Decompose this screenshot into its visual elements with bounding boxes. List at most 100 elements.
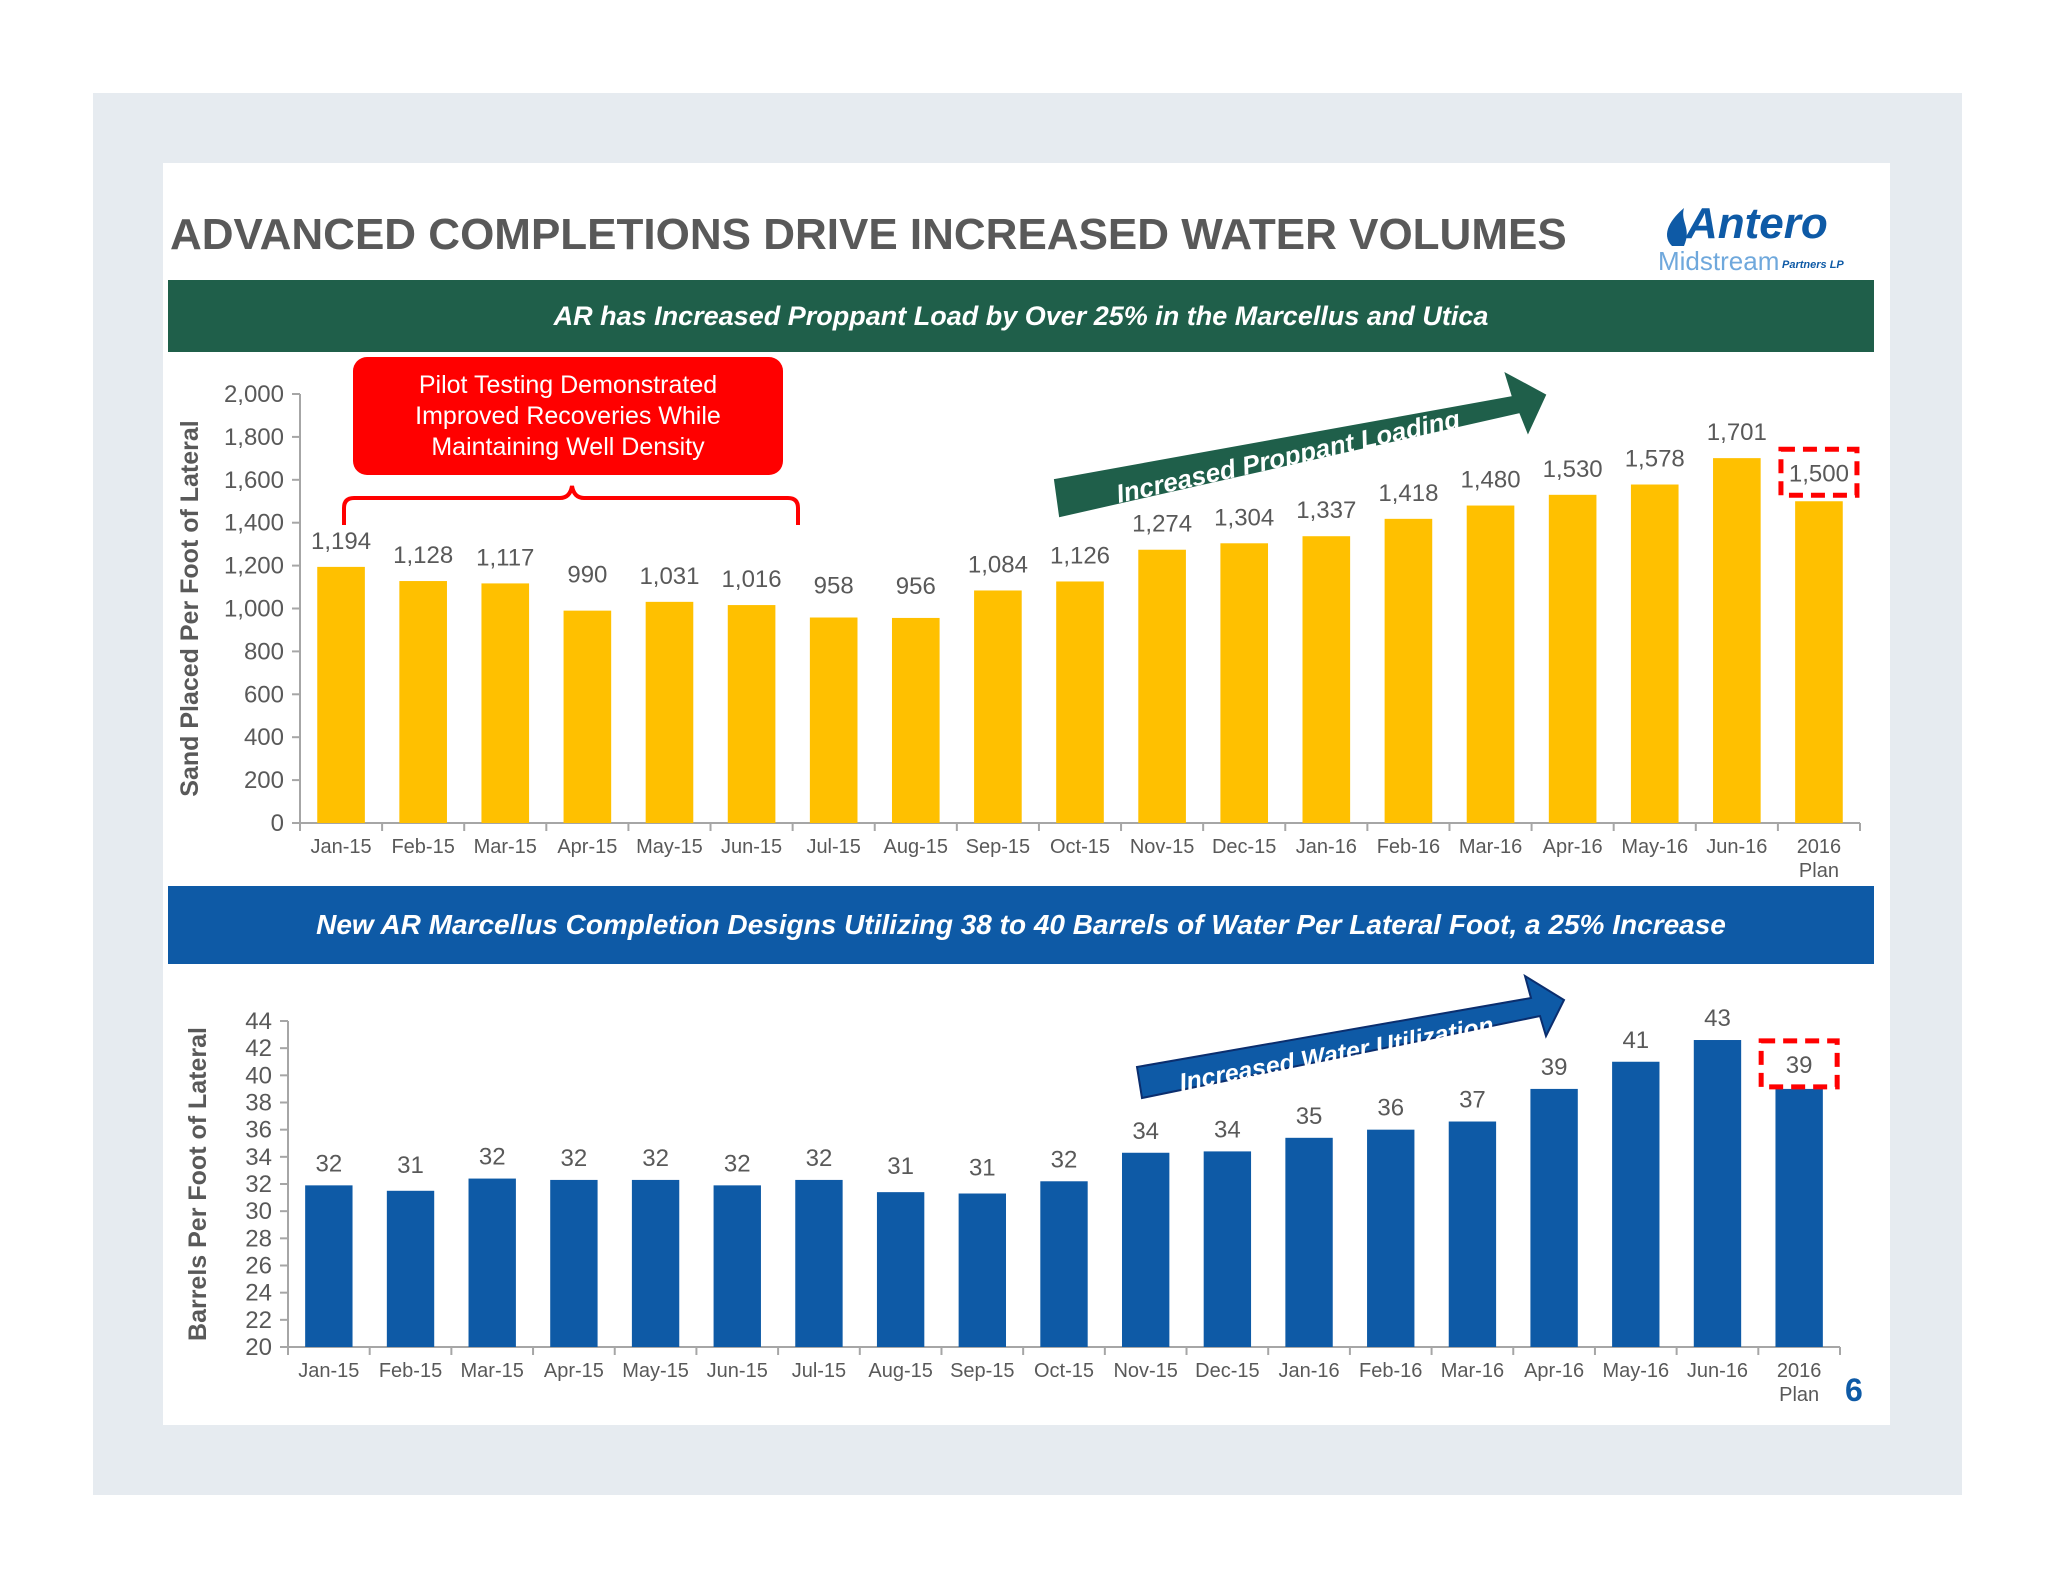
bar-jul-15	[809, 617, 858, 823]
data-label: 1,578	[1625, 446, 1685, 473]
data-label: 1,500	[1789, 460, 1849, 487]
x-tick-label: Jan-15	[298, 1360, 359, 1382]
data-label: 1,126	[1050, 542, 1110, 569]
bar-sep-15	[974, 590, 1022, 823]
data-label: 1,084	[968, 551, 1028, 578]
data-label: 956	[896, 573, 936, 600]
y-tick-label: 42	[245, 1035, 272, 1062]
x-tick-label: May-16	[1621, 836, 1688, 858]
x-tick-label: Mar-15	[461, 1360, 524, 1382]
bar-nov-15	[1138, 549, 1186, 823]
x-tick-label: Nov-15	[1130, 836, 1194, 858]
x-tick-label: Jan-15	[310, 836, 371, 858]
bar-apr-16	[1530, 1088, 1578, 1347]
data-label: 1,274	[1132, 511, 1192, 538]
sand-chart: Increased Proppant Loading 0 200 400 600 800…	[176, 371, 1861, 880]
bar-sep-15	[958, 1193, 1007, 1347]
x-tick-label: Aug-15	[868, 1360, 933, 1382]
y-axis-title: Barrels Per Foot of Lateral	[184, 1027, 212, 1341]
x-tick-label: May-15	[622, 1360, 689, 1382]
bar-jul-15	[795, 1179, 843, 1347]
bar-dec-15	[1203, 1151, 1252, 1347]
logo-name: Antero	[1685, 199, 1828, 248]
y-tick-label: 44	[245, 1008, 272, 1035]
bar-may-15	[631, 1179, 680, 1347]
data-label: 37	[1459, 1087, 1486, 1114]
data-label: 32	[315, 1150, 342, 1177]
pilot-bracket	[342, 485, 800, 525]
x-tick-label: Plan	[1779, 1384, 1819, 1406]
bar-jun-15	[727, 605, 776, 823]
bar-aug-15	[876, 1192, 925, 1347]
data-label: 39	[1786, 1052, 1813, 1079]
water-arrow: Increased Water Utilization	[1135, 973, 1566, 1100]
bar-feb-15	[386, 1190, 435, 1347]
y-tick-label: 22	[245, 1307, 272, 1334]
x-tick-label: Apr-16	[1524, 1360, 1584, 1382]
logo-sub: Midstream	[1658, 246, 1779, 276]
x-tick-label: Jun-15	[721, 836, 782, 858]
page-number: 6	[1845, 1372, 1863, 1408]
pilot-callout: Pilot Testing Demonstrated Improved Reco…	[353, 357, 783, 475]
data-label: 32	[806, 1145, 833, 1172]
x-tick-label: Sep-15	[966, 836, 1031, 858]
pilot-line-1: Pilot Testing Demonstrated	[418, 370, 718, 399]
bar-jun-15	[713, 1185, 761, 1347]
bar-may-15	[645, 601, 694, 823]
data-label: 43	[1704, 1005, 1731, 1032]
x-tick-label: Feb-16	[1377, 836, 1440, 858]
y-tick-label: 1,600	[224, 467, 284, 494]
x-tick-label: Mar-15	[474, 836, 537, 858]
data-label: 1,304	[1214, 504, 1274, 531]
x-tick-label: May-16	[1602, 1360, 1669, 1382]
y-tick-label: 0	[271, 810, 284, 837]
data-label: 34	[1132, 1118, 1159, 1145]
x-tick-label: May-15	[636, 836, 703, 858]
x-tick-label: 2016	[1777, 1360, 1822, 1382]
x-tick-label: Jul-15	[792, 1360, 846, 1382]
bar-apr-15	[563, 610, 612, 823]
data-label: 1,701	[1707, 419, 1767, 446]
x-tick-label: 2016	[1797, 836, 1842, 858]
y-tick-label: 20	[245, 1334, 272, 1361]
data-label: 1,128	[393, 542, 453, 569]
y-tick-label: 36	[245, 1117, 272, 1144]
x-tick-label: Mar-16	[1441, 1360, 1504, 1382]
y-tick-label: 32	[245, 1171, 272, 1198]
x-tick-label: Sep-15	[950, 1360, 1015, 1382]
data-label: 990	[567, 562, 607, 589]
banner-water: New AR Marcellus Completion Designs Util…	[168, 886, 1874, 964]
data-label: 1,016	[722, 566, 782, 593]
x-tick-label: Feb-15	[379, 1360, 442, 1382]
x-tick-label: Nov-15	[1113, 1360, 1177, 1382]
x-tick-label: Aug-15	[884, 836, 949, 858]
data-label: 1,418	[1378, 480, 1438, 507]
y-tick-label: 30	[245, 1198, 272, 1225]
page-title: ADVANCED COMPLETIONS DRIVE INCREASED WAT…	[170, 210, 1567, 259]
data-label: 35	[1296, 1103, 1323, 1130]
bar-mar-16	[1448, 1121, 1497, 1347]
antero-logo: Antero Midstream Partners LP	[1658, 199, 1844, 276]
x-tick-label: Jun-15	[707, 1360, 768, 1382]
x-tick-label: Feb-15	[391, 836, 454, 858]
y-tick-label: 24	[245, 1280, 272, 1307]
data-label: 32	[724, 1150, 751, 1177]
data-label: 34	[1214, 1116, 1241, 1143]
bar-aug-15	[891, 617, 940, 823]
y-tick-label: 200	[244, 767, 284, 794]
bar-feb-16	[1367, 1129, 1415, 1347]
x-tick-label: Apr-16	[1543, 836, 1603, 858]
y-tick-label: 400	[244, 724, 284, 751]
plan-highlight-box	[1778, 446, 1860, 498]
x-tick-label: Jul-15	[806, 836, 860, 858]
y-tick-label: 1,200	[224, 553, 284, 580]
data-label: 1,031	[639, 563, 699, 590]
trend-arrow-shape	[1135, 973, 1566, 1100]
data-label: 1,530	[1543, 456, 1603, 483]
y-tick-label: 1,400	[224, 510, 284, 537]
y-tick-label: 2,000	[224, 381, 284, 408]
bar-may-16	[1612, 1061, 1660, 1347]
data-label: 32	[479, 1144, 506, 1171]
logo-suffix: Partners LP	[1782, 259, 1844, 271]
bar-jan-16	[1302, 536, 1351, 823]
